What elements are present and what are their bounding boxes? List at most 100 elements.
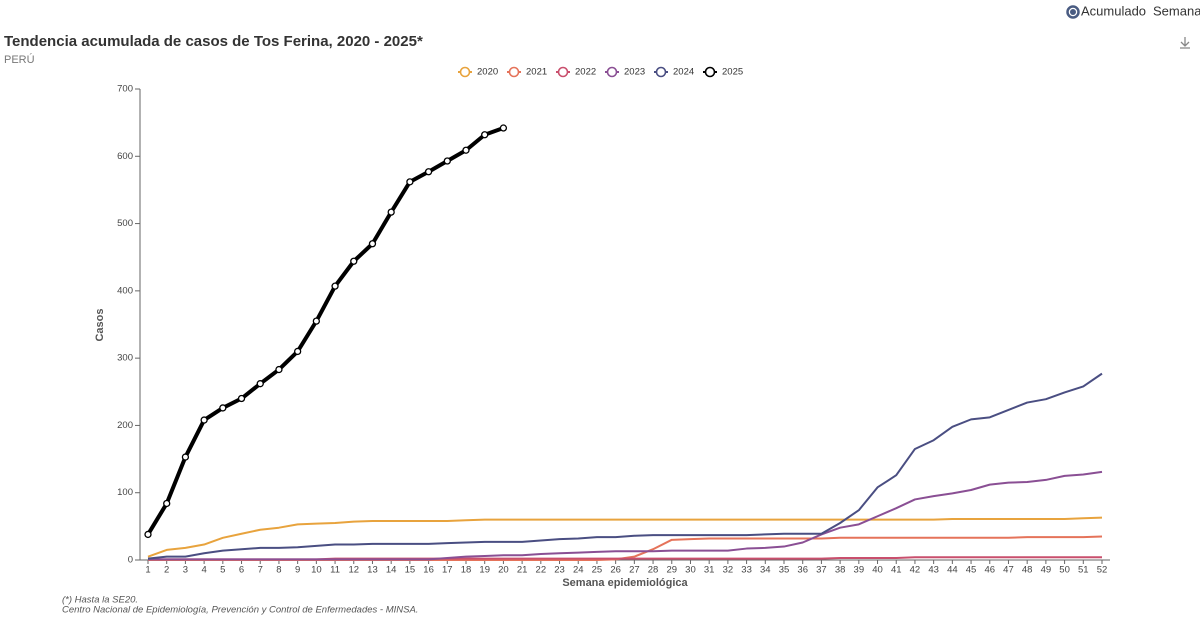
x-tick-label: 42 bbox=[910, 565, 921, 576]
y-tick-label: 500 bbox=[117, 218, 133, 229]
legend-marker bbox=[606, 66, 618, 78]
x-tick-label: 3 bbox=[183, 565, 188, 576]
series-line bbox=[147, 516, 1103, 558]
legend-marker bbox=[508, 66, 520, 78]
x-tick-label: 23 bbox=[554, 565, 565, 576]
point-marker bbox=[499, 124, 508, 132]
y-tick-label: 700 bbox=[117, 84, 133, 95]
x-tick-label: 41 bbox=[891, 565, 902, 576]
legend-label: 2021 bbox=[526, 67, 547, 78]
x-tick-label: 43 bbox=[928, 565, 939, 576]
legend-label: 2025 bbox=[722, 67, 743, 78]
legend-label: 2024 bbox=[673, 67, 694, 78]
x-tick-label: 35 bbox=[779, 565, 790, 576]
x-tick-label: 15 bbox=[405, 565, 416, 576]
legend-marker bbox=[459, 66, 471, 78]
x-tick-label: 14 bbox=[386, 565, 397, 576]
x-tick-label: 51 bbox=[1078, 565, 1089, 576]
x-tick-label: 50 bbox=[1059, 565, 1070, 576]
x-tick-label: 26 bbox=[610, 565, 621, 576]
x-tick-label: 13 bbox=[367, 565, 378, 576]
x-tick-label: 1 bbox=[145, 565, 150, 576]
point-marker bbox=[368, 240, 377, 248]
point-marker bbox=[387, 208, 395, 216]
point-marker bbox=[312, 317, 321, 325]
x-tick-label: 36 bbox=[797, 565, 808, 576]
x-tick-label: 7 bbox=[258, 565, 263, 576]
x-tick-label: 12 bbox=[348, 565, 359, 576]
point-marker bbox=[424, 168, 433, 176]
x-tick-label: 18 bbox=[461, 565, 472, 576]
x-tick-label: 44 bbox=[947, 565, 958, 576]
point-marker bbox=[406, 178, 414, 186]
point-marker bbox=[144, 530, 152, 539]
chart-title: Tendencia acumulada de casos de Tos Feri… bbox=[4, 33, 423, 50]
radio-label[interactable]: Acumulado bbox=[1081, 3, 1146, 18]
point-marker bbox=[350, 257, 358, 265]
y-axis-label: Casos bbox=[94, 308, 106, 341]
x-tick-label: 34 bbox=[760, 565, 771, 576]
x-tick-label: 11 bbox=[330, 565, 340, 576]
point-marker bbox=[256, 380, 264, 388]
x-tick-label: 48 bbox=[1022, 565, 1033, 576]
x-tick-label: 39 bbox=[854, 565, 865, 576]
x-tick-label: 21 bbox=[517, 565, 528, 576]
x-tick-label: 4 bbox=[201, 565, 206, 576]
y-tick-label: 0 bbox=[128, 555, 133, 566]
x-tick-label: 33 bbox=[741, 565, 752, 576]
y-tick-label: 300 bbox=[117, 353, 133, 364]
x-tick-label: 30 bbox=[685, 565, 696, 576]
radio-label[interactable]: Semanal bbox=[1153, 3, 1200, 18]
x-tick-label: 45 bbox=[966, 565, 977, 576]
x-tick-label: 28 bbox=[648, 565, 659, 576]
x-tick-label: 17 bbox=[442, 565, 453, 576]
series-line bbox=[148, 470, 1103, 561]
legend-marker bbox=[704, 66, 716, 78]
point-marker bbox=[293, 347, 302, 356]
legend-label: 2020 bbox=[477, 67, 498, 78]
point-marker bbox=[219, 404, 227, 412]
point-marker bbox=[443, 157, 451, 165]
point-marker bbox=[275, 365, 283, 374]
x-axis-label: Semana epidemiológica bbox=[562, 577, 688, 589]
x-tick-label: 37 bbox=[816, 565, 827, 576]
x-tick-label: 5 bbox=[220, 565, 225, 576]
y-tick-label: 100 bbox=[117, 487, 133, 498]
x-tick-label: 24 bbox=[573, 565, 584, 576]
legend-marker bbox=[655, 66, 667, 78]
x-tick-label: 8 bbox=[276, 565, 281, 576]
x-tick-label: 47 bbox=[1003, 565, 1014, 576]
download-icon[interactable] bbox=[1180, 37, 1190, 49]
y-tick-label: 400 bbox=[117, 285, 133, 296]
y-tick-label: 600 bbox=[117, 151, 133, 162]
footnote: Centro Nacional de Epidemiología, Preven… bbox=[62, 605, 418, 616]
series-line bbox=[146, 126, 505, 536]
point-marker bbox=[481, 131, 489, 139]
x-tick-label: 29 bbox=[666, 565, 677, 576]
point-marker bbox=[237, 394, 246, 403]
x-tick-label: 20 bbox=[498, 565, 509, 576]
radio-dot bbox=[1070, 9, 1076, 15]
x-tick-label: 31 bbox=[704, 565, 715, 576]
x-tick-label: 32 bbox=[723, 565, 734, 576]
point-marker bbox=[181, 453, 190, 461]
x-tick-label: 19 bbox=[479, 565, 490, 576]
x-tick-label: 52 bbox=[1097, 565, 1108, 576]
x-tick-label: 6 bbox=[239, 565, 244, 576]
x-tick-label: 27 bbox=[629, 565, 640, 576]
x-tick-label: 25 bbox=[592, 565, 603, 576]
legend-label: 2022 bbox=[575, 67, 596, 78]
x-tick-label: 9 bbox=[295, 565, 300, 576]
x-tick-label: 49 bbox=[1041, 565, 1052, 576]
x-tick-label: 22 bbox=[536, 565, 547, 576]
toggle[interactable]: Acumulado Semanal bbox=[1066, 3, 1200, 19]
x-tick-label: 2 bbox=[164, 565, 169, 576]
footnote: (*) Hasta la SE20. bbox=[62, 595, 138, 606]
download-glyph bbox=[1180, 37, 1190, 49]
point-marker bbox=[462, 146, 470, 154]
x-tick-label: 40 bbox=[872, 565, 883, 576]
legend-marker bbox=[557, 66, 569, 78]
x-tick-label: 38 bbox=[835, 565, 846, 576]
